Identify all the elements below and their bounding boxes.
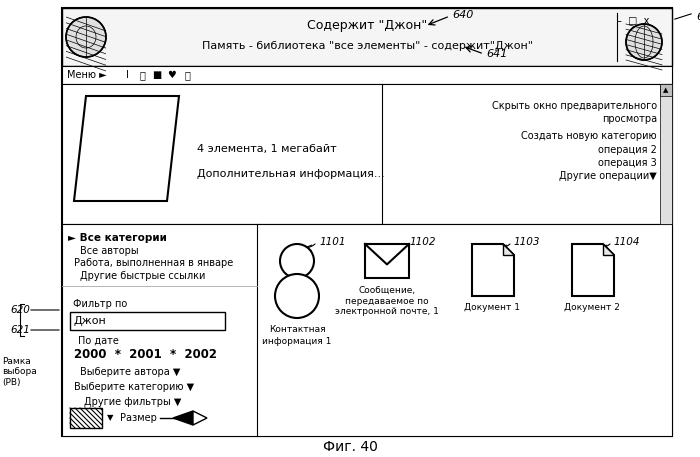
Text: 1103: 1103 <box>514 237 540 247</box>
Text: Память - библиотека "все элементы" - содержит"Джон": Память - библиотека "все элементы" - сод… <box>202 41 533 51</box>
Text: ▼: ▼ <box>107 414 113 423</box>
Text: Фильтр по: Фильтр по <box>73 299 127 309</box>
Polygon shape <box>74 96 179 201</box>
Text: операция 2: операция 2 <box>598 145 657 155</box>
Text: выбора: выбора <box>2 367 36 377</box>
Bar <box>62 8 672 66</box>
Text: 1104: 1104 <box>614 237 640 247</box>
Circle shape <box>626 24 662 60</box>
Text: 1101: 1101 <box>319 237 346 247</box>
Polygon shape <box>603 244 614 255</box>
Text: (РВ): (РВ) <box>2 378 20 388</box>
Text: 🌐: 🌐 <box>184 70 190 80</box>
Text: 621: 621 <box>10 325 30 335</box>
Circle shape <box>66 17 106 57</box>
Text: 641: 641 <box>486 49 508 59</box>
Polygon shape <box>472 244 514 296</box>
Text: ■: ■ <box>153 70 162 80</box>
Text: Фиг. 40: Фиг. 40 <box>323 440 377 454</box>
Bar <box>70 312 225 330</box>
Text: Работа, выполненная в январе: Работа, выполненная в январе <box>74 258 233 268</box>
Text: просмотра: просмотра <box>602 114 657 124</box>
Text: Создать новую категорию: Создать новую категорию <box>522 131 657 141</box>
Polygon shape <box>572 244 614 296</box>
Polygon shape <box>503 244 514 255</box>
Text: Другие операции▼: Другие операции▼ <box>559 171 657 181</box>
Text: Документ 1: Документ 1 <box>464 303 520 313</box>
Text: Скрыть окно предварительного: Скрыть окно предварительного <box>492 101 657 111</box>
Text: По дате: По дате <box>78 336 119 346</box>
Text: ► Все категории: ► Все категории <box>68 233 167 243</box>
Bar <box>660 84 672 224</box>
Text: Выберите категорию ▼: Выберите категорию ▼ <box>74 382 194 392</box>
Text: 4 элемента, 1 мегабайт: 4 элемента, 1 мегабайт <box>197 144 337 154</box>
Text: 🔒: 🔒 <box>139 70 145 80</box>
Text: электронной почте, 1: электронной почте, 1 <box>335 308 439 317</box>
Text: 600: 600 <box>696 12 700 22</box>
Text: 640: 640 <box>452 10 473 20</box>
Bar <box>660 84 672 96</box>
Bar <box>70 408 102 428</box>
Circle shape <box>280 244 314 278</box>
Text: Другие быстрые ссылки: Другие быстрые ссылки <box>80 271 205 281</box>
Bar <box>62 84 672 224</box>
Bar <box>365 244 409 278</box>
Text: 1102: 1102 <box>409 237 435 247</box>
Text: информация 1: информация 1 <box>262 336 332 345</box>
Text: Выберите автора ▼: Выберите автора ▼ <box>80 367 181 377</box>
Text: –  □  x: – □ x <box>617 16 650 26</box>
Text: ♥: ♥ <box>167 70 176 80</box>
Bar <box>62 224 672 436</box>
Text: Джон: Джон <box>74 316 106 326</box>
Text: передаваемое по: передаваемое по <box>345 297 429 305</box>
Text: 620: 620 <box>10 305 30 315</box>
Text: 2000  *  2001  *  2002: 2000 * 2001 * 2002 <box>74 349 217 361</box>
Text: I: I <box>125 70 128 80</box>
Text: Размер: Размер <box>120 413 157 423</box>
Text: Дополнительная информация...: Дополнительная информация... <box>197 169 385 179</box>
Text: Меню ►: Меню ► <box>67 70 106 80</box>
Bar <box>62 66 672 84</box>
Text: операция 3: операция 3 <box>598 158 657 168</box>
Text: Содержит "Джон": Содержит "Джон" <box>307 20 427 32</box>
Bar <box>62 8 672 436</box>
Text: Другие фильтры ▼: Другие фильтры ▼ <box>84 397 181 407</box>
Text: Контактная: Контактная <box>269 325 326 335</box>
Text: Сообщение,: Сообщение, <box>358 286 416 294</box>
Circle shape <box>275 274 319 318</box>
Text: Все авторы: Все авторы <box>80 246 139 256</box>
Text: ▲: ▲ <box>664 87 668 93</box>
Polygon shape <box>193 411 207 425</box>
Polygon shape <box>173 411 193 425</box>
Text: Рамка: Рамка <box>2 356 31 366</box>
Text: Документ 2: Документ 2 <box>564 303 620 313</box>
